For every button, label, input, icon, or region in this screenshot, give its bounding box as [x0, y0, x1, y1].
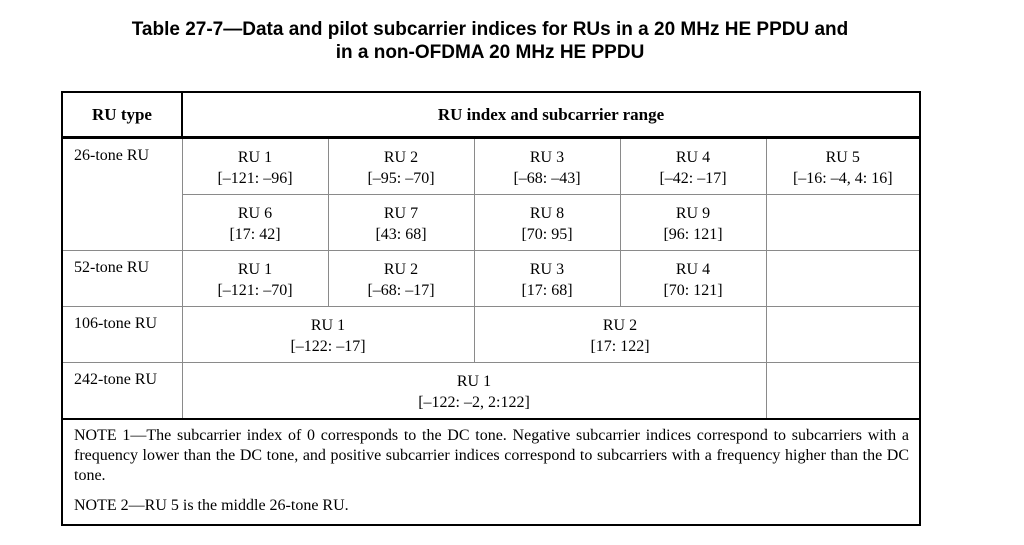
header-row: RU type RU index and subcarrier range — [61, 91, 921, 139]
empty-cell — [765, 250, 921, 307]
caption-line-1: Table 27-7—Data and pilot subcarrier ind… — [131, 19, 849, 40]
ru-name: RU 7 — [383, 205, 419, 222]
notes-row: NOTE 1—The subcarrier index of 0 corresp… — [61, 418, 921, 526]
ru-name: RU 1 — [237, 149, 273, 166]
ru-range: [–42: –17] — [659, 170, 727, 187]
note-2: NOTE 2—RU 5 is the middle 26-tone RU. — [74, 497, 349, 514]
ru-name: RU 9 — [675, 205, 711, 222]
ru-name: RU 6 — [237, 205, 273, 222]
table-row: RU 6 [17: 42] RU 7 [43: 68] RU 8 [70: 95… — [62, 194, 921, 251]
ru-range: [–121: –70] — [217, 282, 293, 299]
table-row: 242-tone RU RU 1 [–122: –2, 2:122] — [61, 362, 921, 420]
ru-range: [43: 68] — [375, 226, 427, 243]
note-1: NOTE 1—The subcarrier index of 0 corresp… — [74, 427, 909, 484]
table-cell: RU 3 [17: 68] — [473, 250, 621, 307]
ru-name: RU 8 — [529, 205, 565, 222]
table-cell: RU 1 [–121: –96] — [181, 137, 329, 195]
ru-name: RU 1 — [456, 373, 492, 390]
ru-range: [–16: –4, 4: 16] — [792, 170, 893, 187]
table-cell: RU 2 [–68: –17] — [327, 250, 475, 307]
table-caption: Table 27-7—Data and pilot subcarrier ind… — [0, 18, 980, 64]
table-row: 106-tone RU RU 1 [–122: –17] RU 2 [17: 1… — [61, 306, 921, 363]
ru-range: [–121: –96] — [217, 170, 293, 187]
ru-range: [–122: –17] — [290, 338, 366, 355]
table-cell: RU 6 [17: 42] — [181, 194, 329, 251]
ru-name: RU 3 — [529, 149, 565, 166]
header-ru-index: RU index and subcarrier range — [181, 91, 921, 139]
table-cell: RU 1 [–121: –70] — [181, 250, 329, 307]
table-cell: RU 8 [70: 95] — [473, 194, 621, 251]
ru-range: [17: 68] — [521, 282, 573, 299]
ru-range: [96: 121] — [663, 226, 723, 243]
ru-subcarrier-table: RU type RU index and subcarrier range 26… — [61, 91, 921, 526]
table-cell: RU 4 [–42: –17] — [619, 137, 767, 195]
table-cell: RU 2 [17: 122] — [473, 306, 767, 363]
row-label-52-tone: 52-tone RU — [61, 250, 183, 307]
ru-range: [–95: –70] — [367, 170, 435, 187]
table-cell: RU 3 [–68: –43] — [473, 137, 621, 195]
table-cell: RU 2 [–95: –70] — [327, 137, 475, 195]
table-cell: RU 9 [96: 121] — [619, 194, 767, 251]
ru-range: [17: 42] — [229, 226, 281, 243]
ru-name: RU 2 — [602, 317, 638, 334]
ru-name: RU 4 — [675, 261, 711, 278]
table-cell: RU 1 [–122: –17] — [181, 306, 475, 363]
ru-range: [70: 121] — [663, 282, 723, 299]
header-ru-type: RU type — [61, 91, 183, 139]
table-cell: RU 4 [70: 121] — [619, 250, 767, 307]
table-cell: RU 1 [–122: –2, 2:122] — [181, 362, 767, 420]
table-row: 52-tone RU RU 1 [–121: –70] RU 2 [–68: –… — [61, 250, 921, 307]
ru-range: [–68: –43] — [513, 170, 581, 187]
ru-name: RU 4 — [675, 149, 711, 166]
ru-name: RU 1 — [237, 261, 273, 278]
ru-range: [17: 122] — [590, 338, 650, 355]
ru-name: RU 5 — [825, 149, 860, 166]
ru-name: RU 2 — [383, 261, 419, 278]
ru-name: RU 3 — [529, 261, 565, 278]
table-cell: RU 5 [–16: –4, 4: 16] — [765, 137, 921, 195]
table-row: 26-tone RU RU 1 [–121: –96] RU 2 [–95: –… — [61, 137, 921, 251]
table-cell: RU 7 [43: 68] — [327, 194, 475, 251]
empty-cell — [765, 362, 921, 420]
ru-range: [–122: –2, 2:122] — [418, 394, 530, 411]
ru-range: [–68: –17] — [367, 282, 435, 299]
row-label-242-tone: 242-tone RU — [61, 362, 183, 420]
ru-range: [70: 95] — [521, 226, 573, 243]
caption-line-2: in a non-OFDMA 20 MHz HE PPDU — [335, 42, 645, 63]
ru-name: RU 1 — [310, 317, 346, 334]
row-label-26-tone: 26-tone RU — [61, 137, 183, 251]
empty-cell — [765, 194, 921, 251]
notes-cell: NOTE 1—The subcarrier index of 0 corresp… — [61, 418, 921, 526]
row-label-106-tone: 106-tone RU — [61, 306, 183, 363]
ru-name: RU 2 — [383, 149, 419, 166]
empty-cell — [765, 306, 921, 363]
